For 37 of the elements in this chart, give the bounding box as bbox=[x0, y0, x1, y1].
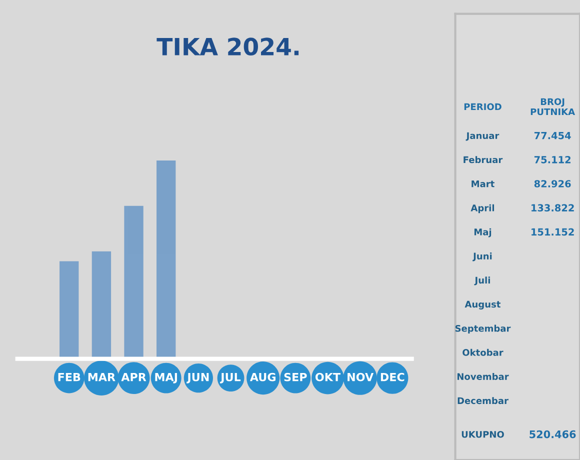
x-tick-label: JUL bbox=[220, 373, 241, 384]
text: 133.822 bbox=[532, 204, 574, 212]
x-tick-label: FEB bbox=[58, 373, 80, 382]
text: 77.454 bbox=[534, 132, 571, 140]
x-tick-label: SEP bbox=[284, 372, 307, 382]
text: UKUPNO bbox=[462, 430, 504, 438]
x-tick-label: APR bbox=[121, 373, 146, 382]
text: Juli bbox=[474, 276, 490, 286]
text: Mart bbox=[472, 180, 494, 188]
x-tick-label: DEC bbox=[380, 372, 404, 382]
bar bbox=[92, 251, 112, 359]
text: 520.466 bbox=[530, 430, 576, 438]
text: Maj bbox=[474, 228, 492, 238]
text: 151.152 bbox=[532, 228, 574, 236]
text: Septembar bbox=[455, 324, 511, 334]
text: Decembar bbox=[458, 397, 508, 404]
text: Januar bbox=[466, 132, 500, 141]
text: 82.926 bbox=[534, 180, 571, 188]
x-tick-label: OKT bbox=[315, 372, 341, 382]
x-tick-label: NOV bbox=[348, 372, 374, 382]
x-tick-label: MAJ bbox=[155, 373, 177, 384]
text: Novembar bbox=[457, 372, 509, 380]
text: Februar bbox=[464, 156, 503, 164]
x-tick-label: AUG bbox=[250, 372, 276, 382]
text: April bbox=[470, 204, 494, 214]
text: BROJ PUTNIKA bbox=[530, 98, 576, 116]
text: Juni bbox=[472, 252, 492, 262]
text: 75.112 bbox=[534, 156, 570, 164]
text: PERIOD bbox=[464, 103, 502, 110]
x-tick-label: JUN bbox=[186, 373, 209, 384]
bar bbox=[156, 160, 176, 359]
chart-title: TIKA 2024. bbox=[156, 38, 299, 56]
x-tick-label: MAR bbox=[88, 373, 116, 382]
text: Oktobar bbox=[462, 348, 504, 356]
bar bbox=[60, 261, 79, 359]
bar bbox=[124, 206, 144, 359]
text: August bbox=[464, 300, 501, 310]
